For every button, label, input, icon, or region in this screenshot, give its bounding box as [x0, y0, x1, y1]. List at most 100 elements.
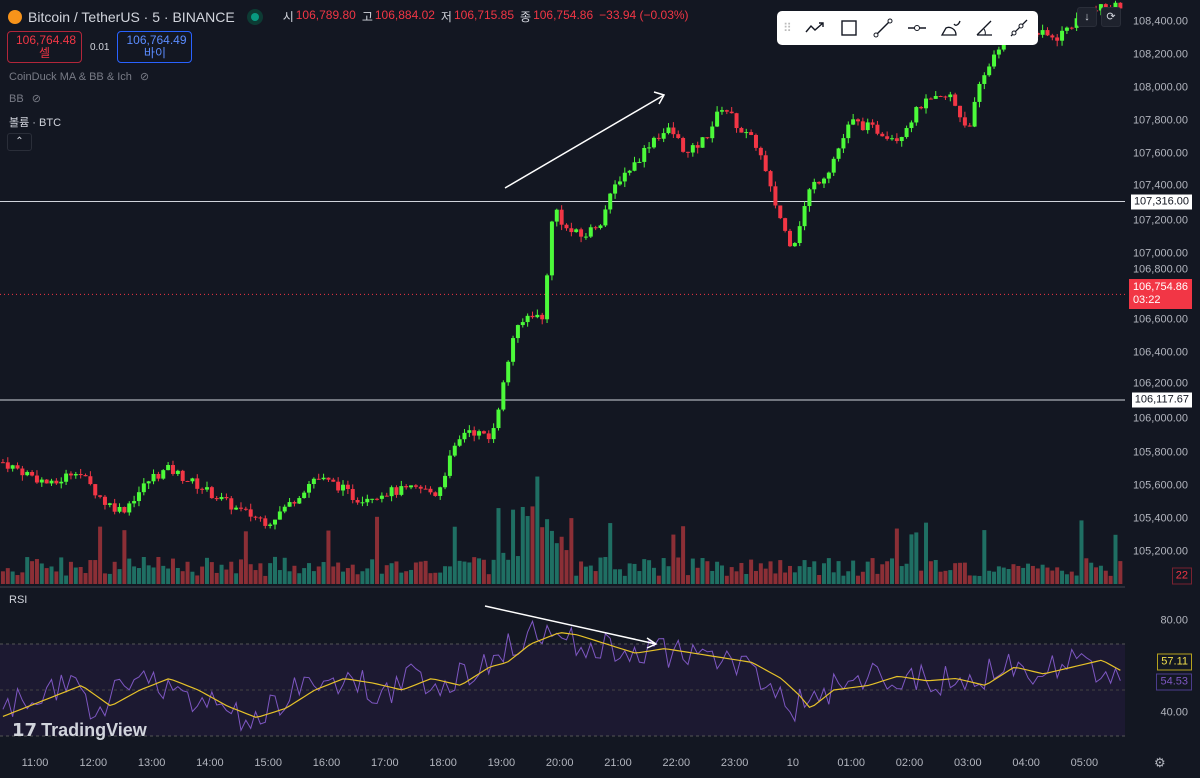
candle	[302, 492, 307, 499]
volume-bar	[501, 552, 506, 584]
candle	[204, 487, 209, 490]
candle	[569, 228, 574, 233]
candle	[637, 161, 642, 163]
candle	[394, 487, 399, 495]
volume-bar	[768, 561, 773, 584]
volume-bar	[943, 570, 948, 584]
trend-angle-icon[interactable]	[973, 16, 997, 40]
candle	[909, 122, 914, 129]
horizontal-ray-icon[interactable]	[905, 16, 929, 40]
volume-bar	[234, 573, 239, 584]
scroll-to-latest-button[interactable]: ↓	[1077, 7, 1097, 27]
collapse-legend-button[interactable]: ⌃	[7, 133, 32, 151]
volume-bar	[632, 563, 637, 584]
candle	[423, 488, 428, 490]
candle	[593, 227, 598, 229]
trend-path-icon[interactable]	[803, 16, 827, 40]
volume-bar	[875, 573, 880, 584]
volume-bar	[899, 566, 904, 584]
candle	[326, 477, 331, 480]
candle	[132, 501, 137, 504]
volume-bar	[894, 528, 899, 584]
candle	[661, 133, 666, 139]
volume-bar	[214, 572, 219, 584]
candle	[438, 487, 443, 496]
eye-hidden-icon[interactable]: ⊘	[139, 71, 150, 83]
horizontal-line-price-tag: 107,316.00	[1130, 194, 1192, 209]
volume-bar	[992, 571, 997, 584]
candle	[282, 506, 287, 512]
candle	[977, 83, 982, 102]
volume-bar	[914, 532, 919, 584]
time-axis-label: 19:00	[487, 757, 516, 769]
volume-bar	[938, 571, 943, 584]
symbol-title[interactable]: Bitcoin / TetherUS · 5 · BINANCE	[28, 8, 235, 25]
indicator-coinduck[interactable]: CoinDuck MA & BB & Ich ⊘	[9, 70, 150, 84]
candle	[651, 137, 656, 148]
volume-bar	[928, 561, 933, 584]
volume-bar	[511, 509, 516, 584]
volume-bar	[525, 516, 530, 584]
volume-bar	[59, 557, 64, 584]
volume-bar	[787, 565, 792, 584]
drag-handle-icon[interactable]: ⠿	[783, 21, 792, 35]
volume-bar	[34, 559, 39, 584]
volume-bar	[870, 558, 875, 584]
trend-line-drawing	[504, 94, 665, 189]
candle	[146, 481, 151, 484]
candle	[700, 137, 705, 148]
candle	[238, 507, 243, 509]
volume-bar	[243, 531, 248, 584]
candle	[996, 49, 1001, 55]
indicator-volume[interactable]: 볼륨 · BTC	[9, 114, 61, 130]
volume-bar	[229, 561, 234, 584]
volume-bar	[185, 561, 190, 584]
candle	[530, 315, 535, 318]
volume-bar	[151, 567, 156, 584]
candle	[807, 189, 812, 207]
candle	[195, 478, 200, 489]
volume-bar	[574, 575, 579, 584]
candle	[535, 314, 540, 318]
candle	[768, 171, 773, 187]
candle	[219, 496, 224, 500]
rectangle-icon[interactable]	[837, 16, 861, 40]
arrow-icon	[653, 91, 666, 105]
candle	[919, 107, 924, 109]
volume-bar	[530, 506, 535, 584]
candle	[967, 125, 972, 127]
candle	[549, 221, 554, 276]
volume-bar	[1011, 564, 1016, 584]
volume-bar	[112, 561, 117, 584]
volume-bar	[1006, 569, 1011, 584]
volume-bar	[583, 566, 588, 584]
candle	[161, 470, 166, 479]
candle	[676, 134, 681, 138]
brush-icon[interactable]	[939, 16, 963, 40]
bar-countdown: 03:22	[1132, 294, 1161, 307]
price-axis-label: 106,000.00	[1132, 412, 1188, 425]
volume-bar	[608, 523, 613, 584]
candle	[311, 478, 316, 485]
volume-bar	[253, 570, 258, 584]
settings-icon[interactable]: ⚙	[1154, 755, 1166, 770]
volume-bar	[569, 518, 574, 584]
candle	[749, 132, 754, 135]
volume-bar	[307, 563, 312, 584]
tradingview-logo[interactable]: 𝟭𝟳 TradingView	[12, 720, 147, 741]
eye-hidden-icon[interactable]: ⊘	[31, 93, 41, 105]
candle	[632, 162, 637, 171]
volume-bar	[1001, 567, 1006, 584]
trend-line-icon[interactable]	[871, 16, 895, 40]
volume-bar	[209, 562, 214, 584]
indicator-bb[interactable]: BB ⊘	[9, 92, 41, 106]
candle	[44, 479, 49, 484]
ray-icon[interactable]	[1007, 16, 1031, 40]
volume-bar	[700, 558, 705, 584]
candle	[812, 181, 817, 190]
sell-button[interactable]: 106,764.48 셀	[7, 31, 82, 63]
ohlc-value: 106,715.85	[453, 8, 515, 22]
reset-chart-button[interactable]: ⟳	[1101, 7, 1121, 27]
buy-button[interactable]: 106,764.49 바이	[117, 31, 193, 63]
